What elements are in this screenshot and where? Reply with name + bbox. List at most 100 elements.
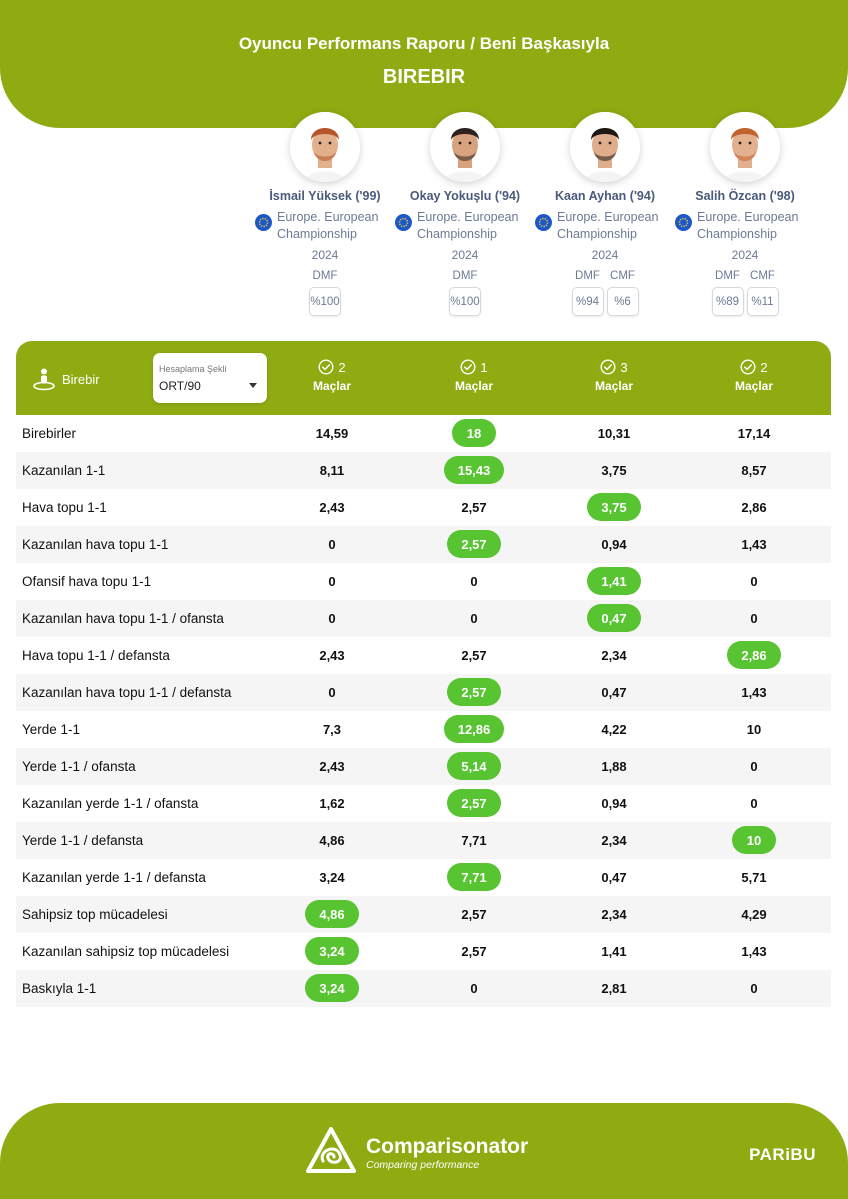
table-row: Hava topu 1-1 / defansta 2,43 2,57 2,34 2,86 (16, 637, 831, 674)
stat-value: 0 (328, 573, 336, 589)
competition: Europe. European Championship (535, 209, 675, 245)
best-value-pill: 2,57 (447, 789, 501, 817)
position-percentage: %100 (309, 287, 341, 316)
check-circle-icon (460, 359, 476, 375)
position-item: CMF %6 (606, 270, 639, 316)
best-value-pill: 7,71 (447, 863, 501, 891)
stat-label: Hava topu 1-1 / defansta (22, 648, 170, 663)
competition-name-line1: Europe. European (697, 210, 799, 224)
calculation-method-value: ORT/90 (159, 379, 201, 393)
table-header: Birebir Hesaplama Şekli ORT/90 2 Maçlar 1 M… (16, 341, 831, 415)
stat-value: 17,14 (737, 425, 771, 441)
player-avatar (430, 112, 500, 182)
best-value-pill: 2,57 (447, 530, 501, 558)
stat-label: Yerde 1-1 / ofansta (22, 759, 136, 774)
stat-value: 10 (746, 721, 762, 737)
report-header: Oyuncu Performans Raporu / Beni Başkasıy… (0, 0, 848, 128)
table-row: Kazanılan yerde 1-1 / ofansta 1,62 2,57 0,9… (16, 785, 831, 822)
stat-label: Baskıyla 1-1 (22, 981, 97, 996)
stat-value: 8,11 (319, 462, 345, 478)
player-name: Kaan Ayhan ('94) (555, 189, 655, 203)
check-circle-icon (318, 359, 334, 375)
calculation-method-select[interactable]: Hesaplama Şekli ORT/90 (153, 353, 267, 403)
position-item: DMF %89 (711, 270, 744, 316)
competition-name-line1: Europe. European (417, 210, 519, 224)
best-value-pill: 18 (452, 419, 496, 447)
stat-label: Kazanılan hava topu 1-1 (22, 537, 169, 552)
position-item: DMF %100 (309, 270, 341, 316)
stat-value: 0 (328, 610, 336, 626)
season-year: 2024 (591, 248, 619, 262)
position-label: CMF (610, 270, 635, 282)
player-card: Kaan Ayhan ('94) Europe. European Champion… (535, 112, 675, 316)
best-value-pill: 0,47 (587, 604, 641, 632)
position-percentage: %11 (746, 287, 779, 316)
stat-value: 0 (328, 684, 336, 700)
competition: Europe. European Championship (255, 209, 395, 245)
stat-value: 2,57 (461, 906, 487, 922)
season-year: 2024 (451, 248, 479, 262)
stats-table: Birebirler 14,59 18 10,31 17,14 Kazanılan 1-1… (16, 415, 831, 1007)
best-value-pill: 5,14 (447, 752, 501, 780)
position-item: DMF %100 (449, 270, 481, 316)
table-row: Yerde 1-1 / defansta 4,86 7,71 2,34 10 (16, 822, 831, 859)
matches-label: Maçlar (454, 379, 494, 393)
stat-value-best: 3,75 (569, 493, 659, 521)
stat-value: 3,24 (319, 869, 345, 885)
sponsor-logo: PARiBU (749, 1145, 816, 1164)
stat-value: 0 (750, 610, 758, 626)
stat-value: 1,43 (741, 684, 767, 700)
table-row: Yerde 1-1 7,3 12,86 4,22 10 (16, 711, 831, 748)
table-row: Birebirler 14,59 18 10,31 17,14 (16, 415, 831, 452)
position-item: DMF %94 (571, 270, 604, 316)
stat-label: Yerde 1-1 (22, 722, 81, 737)
match-count: 1 (480, 359, 488, 375)
stat-value: 0 (470, 573, 478, 589)
stat-value-best: 3,24 (287, 974, 377, 1002)
stat-value-best: 2,57 (429, 678, 519, 706)
season-year: 2024 (311, 248, 339, 262)
player-card: İsmail Yüksek ('99) Europe. European Champ… (255, 112, 395, 316)
stat-label: Birebirler (22, 426, 77, 441)
stat-value-best: 0,47 (569, 604, 659, 632)
stat-value: 0 (750, 795, 758, 811)
best-value-pill: 1,41 (587, 567, 641, 595)
stat-value: 0 (750, 980, 758, 996)
table-row: Kazanılan hava topu 1-1 / defansta 0 2,57 0… (16, 674, 831, 711)
best-value-pill: 12,86 (443, 715, 505, 743)
stat-label: Kazanılan yerde 1-1 / defansta (22, 870, 206, 885)
stat-value: 2,34 (601, 906, 627, 922)
eu-flag-icon (675, 214, 692, 231)
stat-value: 2,43 (319, 758, 345, 774)
stat-value-best: 1,41 (569, 567, 659, 595)
table-row: Sahipsiz top mücadelesi 4,86 2,57 2,34 4,29 (16, 896, 831, 933)
competition-name-line2: Championship (417, 227, 497, 241)
position-label: CMF (750, 270, 775, 282)
stat-value: 0,94 (601, 795, 627, 811)
player-name: Okay Yokuşlu ('94) (409, 189, 521, 203)
stat-value: 0 (470, 980, 478, 996)
stat-value-best: 12,86 (429, 715, 519, 743)
stat-value-best: 18 (429, 419, 519, 447)
stat-value: 0 (750, 758, 758, 774)
report-subtitle: BIREBIR (382, 66, 466, 88)
caret-down-icon (249, 383, 257, 388)
stat-value: 2,43 (319, 647, 345, 663)
stat-value: 7,3 (322, 721, 342, 737)
stat-value: 4,86 (319, 832, 345, 848)
stat-value: 14,59 (315, 425, 349, 441)
stat-value-best: 4,86 (287, 900, 377, 928)
brand-tagline: Comparing performance (366, 1159, 480, 1171)
brand-name: Comparisonator (366, 1135, 529, 1158)
best-value-pill: 3,24 (305, 937, 359, 965)
best-value-pill: 10 (732, 826, 776, 854)
match-count: 3 (620, 359, 628, 375)
player-avatar (570, 112, 640, 182)
position-label: DMF (312, 270, 338, 282)
comparisonator-logo-icon (306, 1127, 356, 1173)
stat-value: 0 (328, 536, 336, 552)
table-row: Kazanılan 1-1 8,11 15,43 3,75 8,57 (16, 452, 831, 489)
stat-value: 2,34 (601, 832, 627, 848)
stat-value: 5,71 (741, 869, 767, 885)
stat-value-best: 5,14 (429, 752, 519, 780)
